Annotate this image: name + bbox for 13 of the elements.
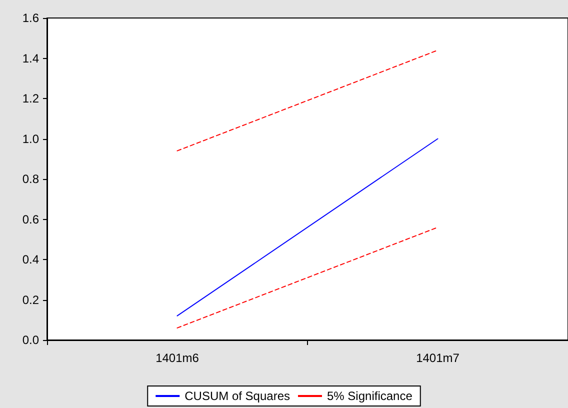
y-tick-label: 1.6 [22,11,40,25]
y-tick-label: 0.6 [22,212,40,226]
y-tick-label: 1.2 [22,92,40,106]
x-tick-label: 1401m7 [416,351,460,365]
y-tick-label: 1.4 [22,51,40,66]
y-tick-label: 0.4 [22,252,40,266]
legend-label: CUSUM of Squares [184,389,290,403]
legend-label: 5% Significance [326,389,413,403]
y-tick-label: 0.8 [22,172,40,186]
y-tick-label: 1.0 [22,132,40,146]
y-tick-label: 0.0 [22,333,40,347]
y-tick-label: 0.2 [22,292,40,307]
x-tick-label: 1401m6 [156,351,200,365]
